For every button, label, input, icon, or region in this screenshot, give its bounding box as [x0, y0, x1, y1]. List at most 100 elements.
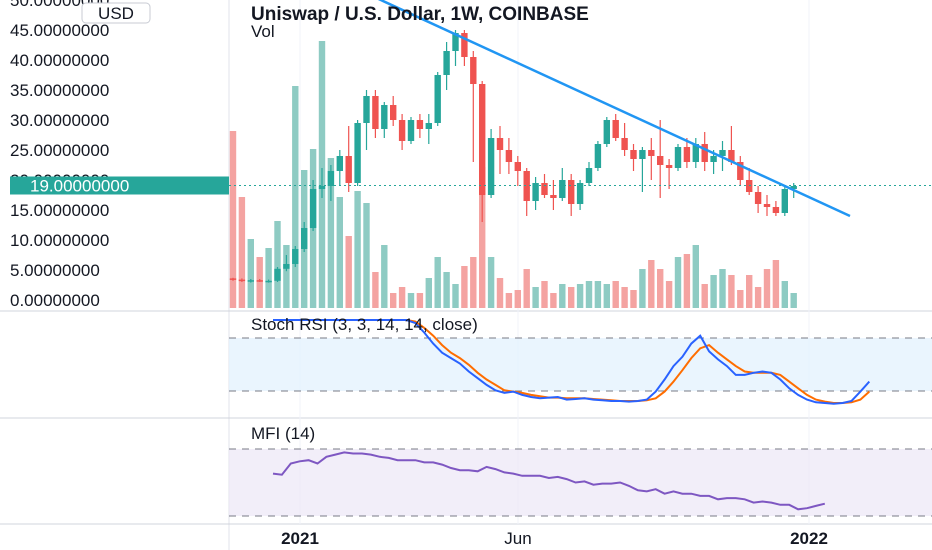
candle-body — [550, 195, 557, 198]
candle-body — [790, 186, 797, 189]
volume-bar — [336, 197, 343, 308]
candle — [354, 120, 361, 186]
candle-body — [523, 171, 530, 201]
candle — [274, 267, 281, 282]
volume-bar — [523, 269, 530, 308]
candle-body — [301, 228, 308, 249]
candle — [470, 51, 477, 162]
candle-body — [505, 150, 513, 162]
candle-body — [354, 123, 361, 183]
candle-body — [363, 96, 370, 123]
volume-bar — [247, 239, 254, 308]
volume-bar — [550, 293, 557, 308]
candle-body — [292, 249, 299, 264]
candle-body — [309, 189, 317, 228]
candle-body — [425, 123, 432, 129]
candle-body — [683, 147, 691, 162]
volume-bar — [692, 245, 699, 308]
candle — [229, 277, 237, 281]
volume-bar — [737, 290, 744, 308]
stoch-title: Stoch RSI (3, 3, 14, 14, close) — [251, 315, 478, 334]
candle — [576, 180, 584, 210]
candle-body — [283, 264, 290, 269]
volume-bar — [754, 287, 762, 308]
candle-body — [612, 120, 619, 138]
candle — [648, 138, 655, 180]
candle-body — [461, 33, 468, 57]
candle — [701, 132, 708, 171]
currency-badge-label: USD — [98, 4, 134, 23]
candle-body — [701, 144, 708, 162]
volume-bar — [719, 269, 726, 308]
volume-bar — [363, 203, 370, 308]
candle — [443, 42, 450, 90]
volume-bars — [229, 41, 797, 308]
trendline[interactable] — [370, 0, 851, 218]
candle-body — [657, 156, 664, 165]
volume-bar — [781, 281, 788, 308]
volume-bar — [238, 197, 246, 308]
candle — [301, 222, 308, 252]
candle — [318, 168, 326, 198]
candle-body — [238, 279, 246, 282]
candle — [550, 180, 557, 210]
volume-bar — [283, 245, 290, 308]
candle-body — [781, 189, 788, 213]
volume-bar — [710, 275, 717, 308]
candle — [461, 30, 468, 66]
candle — [568, 174, 575, 216]
candle — [363, 90, 370, 150]
volume-bar — [790, 293, 797, 308]
volume-bar — [559, 284, 566, 308]
volume-bar — [327, 158, 335, 308]
candle-body — [559, 180, 566, 198]
candle-body — [487, 138, 495, 195]
volume-bar — [665, 281, 673, 308]
candle — [256, 279, 263, 282]
candle — [381, 102, 388, 138]
candle-body — [265, 280, 272, 283]
candle — [657, 120, 664, 198]
volume-bar — [256, 257, 263, 308]
stoch-rsi-lines — [273, 319, 871, 405]
price-tick-label: 5.00000000 — [10, 261, 100, 280]
candle — [781, 186, 788, 216]
price-tick-label: 40.00000000 — [10, 51, 109, 70]
candle-body — [532, 183, 539, 201]
currency-badge[interactable] — [81, 2, 151, 24]
volume-bar — [576, 284, 584, 308]
volume-bar — [505, 293, 513, 308]
volume-bar — [398, 287, 406, 308]
volume-bar — [603, 284, 610, 308]
volume-bar — [443, 272, 450, 308]
volume-bar — [594, 281, 602, 308]
mfi-title: MFI (14) — [251, 424, 315, 443]
candle-body — [318, 186, 326, 189]
candle-body — [665, 165, 673, 168]
candle-body — [603, 120, 610, 144]
volume-bar — [728, 275, 735, 308]
candle — [479, 81, 486, 222]
volume-bar — [568, 287, 575, 308]
candle-body — [576, 183, 584, 204]
candle — [505, 138, 513, 174]
candle — [327, 165, 335, 201]
candle — [238, 278, 246, 282]
candle-body — [772, 207, 780, 213]
volume-bar — [416, 293, 424, 308]
volume-bar — [452, 284, 459, 308]
candle — [585, 162, 593, 186]
candle — [772, 201, 780, 216]
candle-body — [621, 138, 628, 150]
candle — [398, 114, 406, 150]
candle-body — [710, 156, 717, 162]
volume-bar — [381, 245, 388, 308]
volume-bar — [585, 281, 593, 308]
candle-body — [398, 120, 406, 141]
price-tick-label: 30.00000000 — [10, 111, 109, 130]
candle-body — [372, 96, 379, 129]
candle — [754, 186, 762, 213]
price-tick-label: 50.00000000 — [10, 0, 109, 10]
candle-body — [336, 156, 343, 171]
